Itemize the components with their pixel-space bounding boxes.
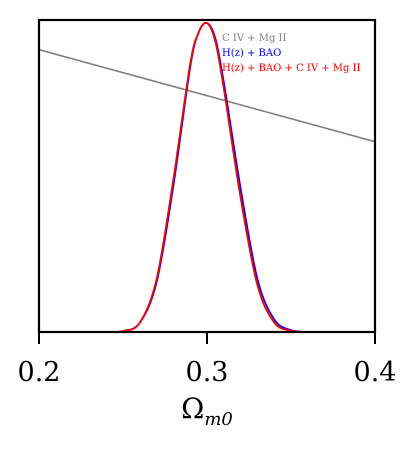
x-axis-symbol: Ω [181, 392, 204, 425]
legend-entry-2: H(z) + BAO [222, 48, 281, 59]
legend-entry-1: C IV + Mg II [222, 33, 287, 44]
x-axis-subscript: m0 [204, 409, 233, 430]
x-tick-label: 0.4 [354, 357, 397, 388]
series-layer [39, 21, 375, 332]
x-ticks: 0.2 0.3 0.4 [18, 332, 397, 388]
x-tick-label: 0.3 [186, 357, 229, 388]
series-line-1 [39, 48, 375, 143]
legend-entry-3: H(z) + BAO + C IV + Mg II [222, 63, 361, 74]
x-tick-label: 0.2 [18, 357, 61, 388]
series-line-3 [106, 21, 325, 332]
legend: C IV + Mg II H(z) + BAO H(z) + BAO + C IV … [222, 33, 361, 74]
x-axis-title: Ωm0 [181, 392, 233, 430]
